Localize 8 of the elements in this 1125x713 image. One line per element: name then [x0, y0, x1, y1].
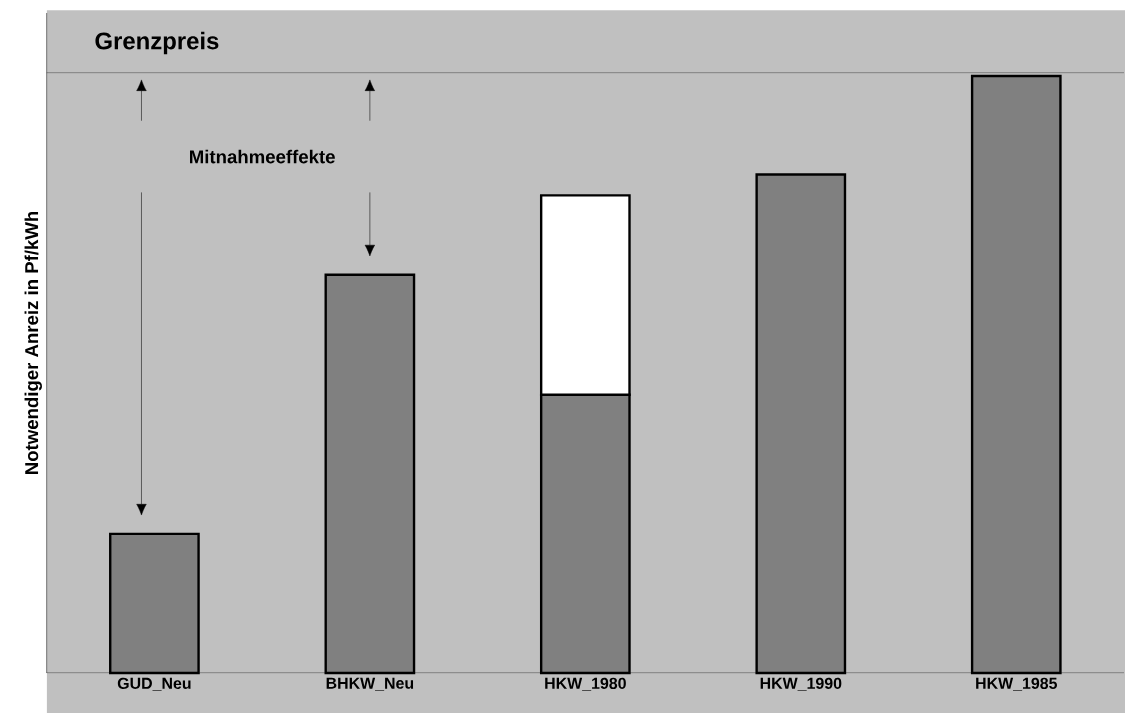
x-tick-label: BHKW_Neu [326, 677, 414, 691]
x-tick-label: HKW_1985 [976, 677, 1058, 691]
y-axis-title: Notwendiger Anreiz in Pf/kWh [24, 211, 42, 474]
x-tick-label: HKW_1980 [545, 677, 626, 691]
ref-line-label: Grenzpreis [95, 31, 219, 55]
x-tick-label: GUD_Neu [117, 677, 191, 691]
annotation: Mitnahmeeffekte [190, 149, 335, 164]
x-tick-label: HKW_1990 [760, 677, 842, 691]
